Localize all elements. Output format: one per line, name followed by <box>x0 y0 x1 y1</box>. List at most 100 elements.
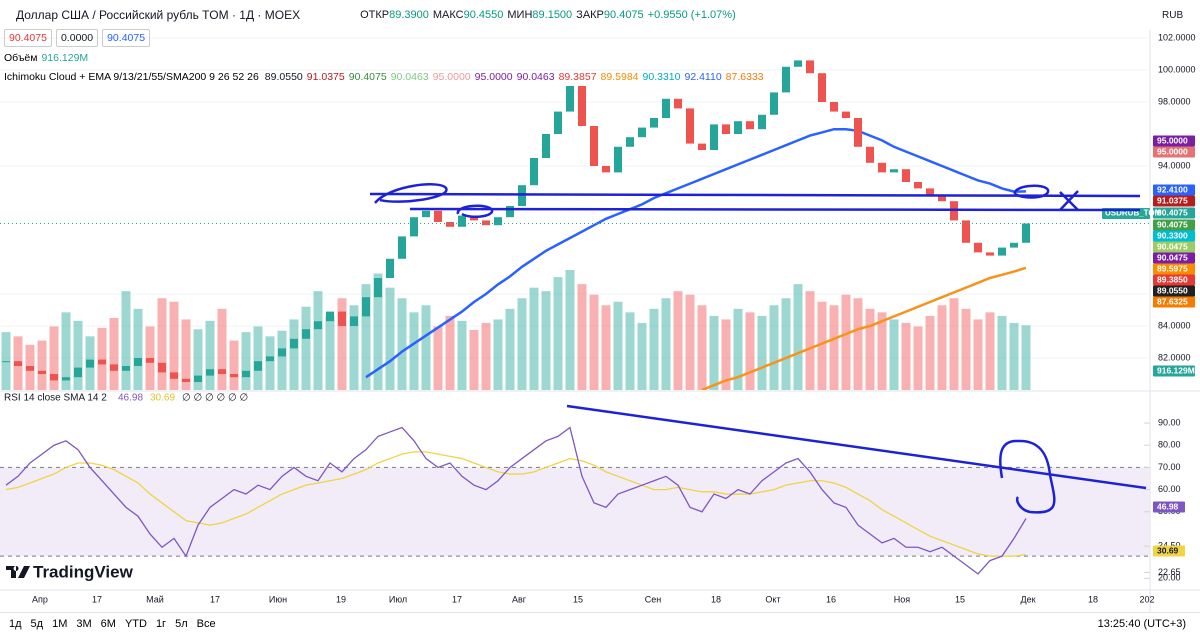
y-tick-label: 98.0000 <box>1158 96 1191 106</box>
price-tag: 87.6325 <box>1157 296 1188 306</box>
volume-bar <box>829 305 839 390</box>
drawn-circle <box>1013 184 1050 199</box>
range-button[interactable]: 1М <box>52 618 68 630</box>
candle-body <box>998 247 1006 256</box>
price-tag-bg <box>1153 146 1195 158</box>
candle-body <box>974 242 982 253</box>
volume-bar <box>1021 325 1031 390</box>
price-tag: 95.0000 <box>1157 146 1188 156</box>
volume-bar <box>169 301 179 390</box>
volume-bar <box>649 308 659 390</box>
volume-bar <box>973 319 983 390</box>
indicator-value: 95.0000 <box>474 71 513 83</box>
symbol-title: Доллар США / Российский рубль TOM · 1Д ·… <box>16 8 301 22</box>
symbol-tag: USDRUB_TOM <box>1105 209 1162 218</box>
rsi-title: RSI 14 close SMA 14 2 <box>4 393 107 404</box>
range-button[interactable]: Все <box>196 618 216 630</box>
x-tick-label: 15 <box>573 594 583 604</box>
price-tag: 91.0375 <box>1157 195 1188 205</box>
ohlc-value: 89.3900 <box>389 9 429 21</box>
price-box[interactable]: 90.4075 <box>102 29 151 47</box>
candle-body <box>986 252 994 256</box>
range-button[interactable]: 1г <box>155 618 167 630</box>
range-button[interactable]: 3М <box>76 618 92 630</box>
candle-body <box>806 60 814 74</box>
volume-bar <box>745 312 755 390</box>
volume-bar <box>949 298 959 390</box>
candle-body <box>758 114 766 130</box>
value-tag-bg <box>1153 545 1185 557</box>
candle-body <box>854 118 862 147</box>
candle-body <box>902 169 910 182</box>
candle-body <box>38 370 46 374</box>
y-tick-label: 20.00 <box>1158 573 1181 583</box>
volume-bar <box>637 322 647 390</box>
candle-body <box>62 377 70 381</box>
volume-bar <box>325 315 335 390</box>
value-tag: 46.98 <box>1157 501 1179 511</box>
y-tick-label: 82.0000 <box>1158 352 1191 362</box>
volume-bar <box>133 308 143 390</box>
volume-bar <box>385 287 395 390</box>
currency[interactable]: RUB <box>1162 9 1184 21</box>
volume-bar <box>901 322 911 390</box>
x-tick-label: Июн <box>269 594 287 604</box>
change: +0.9550 (+1.07%) <box>647 9 736 21</box>
rsi-line <box>5 451 1027 557</box>
volume-bar <box>577 284 587 390</box>
price-box[interactable]: 90.4075 <box>4 29 52 47</box>
price-box[interactable]: 0.0000 <box>55 29 99 47</box>
x-tick-label: Апр <box>32 594 48 604</box>
volume-bar <box>265 336 275 390</box>
candle-body <box>686 108 694 144</box>
price-tag-bg <box>1153 252 1195 264</box>
candle-body <box>350 316 358 326</box>
candle-body <box>14 361 22 366</box>
volume-bar <box>121 291 131 390</box>
candle-body <box>122 366 130 371</box>
volume-bar <box>97 327 107 390</box>
price-tag-bg <box>1153 219 1195 231</box>
candle-body <box>638 127 646 138</box>
candle-body <box>566 86 574 112</box>
candle-body <box>722 124 730 134</box>
price-boxes: 90.4075 0.0000 90.4075 <box>4 29 154 47</box>
indicator-value: 90.3310 <box>642 71 681 83</box>
logo-icon <box>6 566 30 578</box>
candle-body <box>290 338 298 349</box>
candle-body <box>890 169 898 173</box>
user-drawings <box>369 183 1147 514</box>
price-tag: 916.129M <box>1157 365 1195 375</box>
range-button[interactable]: 1д <box>9 618 22 630</box>
candle-body <box>542 134 550 158</box>
candle-body <box>374 278 382 298</box>
rsi-placeholder: ∅ ∅ ∅ ∅ ∅ ∅ <box>182 393 248 404</box>
candle-body <box>278 348 286 357</box>
clock: 13:25:40 (UTC+3) <box>1097 618 1186 630</box>
value-tag: 30.69 <box>1157 545 1179 555</box>
indicator-value: 89.3857 <box>558 71 597 83</box>
range-button[interactable]: 5д <box>30 618 44 630</box>
volume-bar <box>229 340 239 390</box>
x-tick-label: Дек <box>1020 594 1035 604</box>
indicator-value: 87.6333 <box>725 71 764 83</box>
range-button[interactable]: 6М <box>100 618 116 630</box>
indicator-value: 91.0375 <box>306 71 345 83</box>
volume-bar <box>217 308 227 390</box>
candle-body <box>26 366 34 371</box>
volume-bar <box>997 315 1007 390</box>
volume-bar <box>625 312 635 390</box>
range-button[interactable]: YTD <box>124 618 147 630</box>
candle-body <box>422 210 430 218</box>
y-tick-label: 90.00 <box>1158 417 1181 427</box>
volume-bar <box>397 298 407 390</box>
x-tick-label: 17 <box>210 594 220 604</box>
x-tick-label: 15 <box>955 594 965 604</box>
candle-body <box>590 126 598 166</box>
indicator-value: 89.5984 <box>600 71 639 83</box>
volume-bar <box>193 329 203 390</box>
candle-body <box>650 118 658 128</box>
range-button[interactable]: 5л <box>175 618 188 630</box>
volume-label: Объём <box>4 52 38 64</box>
candle-body <box>1010 242 1018 248</box>
